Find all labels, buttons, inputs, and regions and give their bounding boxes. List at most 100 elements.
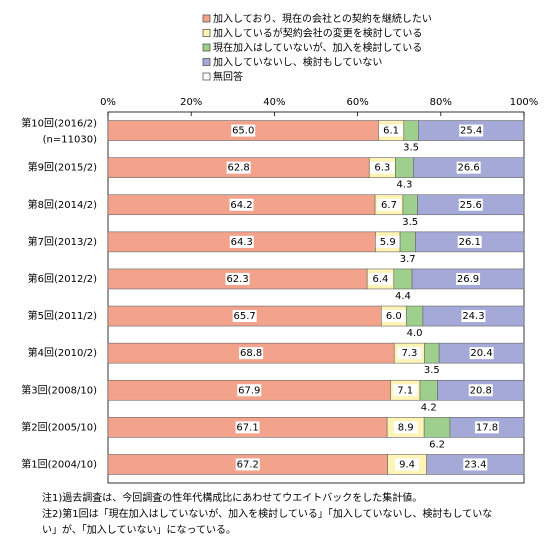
value-label: 9.4 bbox=[399, 459, 415, 470]
value-label: 3.7 bbox=[400, 254, 416, 265]
value-label-bg bbox=[459, 124, 484, 137]
value-label: 62.8 bbox=[227, 163, 249, 174]
x-tick-label: 20% bbox=[180, 97, 202, 108]
value-label-bg bbox=[368, 272, 393, 285]
value-label: 6.0 bbox=[386, 311, 402, 322]
bar-segment bbox=[403, 120, 419, 141]
value-label-bg bbox=[225, 272, 250, 285]
value-label: 26.1 bbox=[459, 237, 481, 248]
bar-segment bbox=[395, 157, 414, 178]
bar-segment bbox=[393, 268, 413, 290]
value-label: 64.3 bbox=[231, 237, 253, 248]
value-label: 8.9 bbox=[398, 422, 414, 433]
value-label-bg bbox=[226, 161, 251, 174]
bar-segment bbox=[423, 417, 451, 438]
value-label: 26.6 bbox=[458, 163, 480, 174]
legend-swatch bbox=[202, 72, 211, 81]
y-tick-label: 第8回(2014/2) bbox=[28, 198, 97, 211]
value-label-bg bbox=[231, 124, 256, 137]
y-tick-label: 第5回(2011/2) bbox=[28, 309, 97, 322]
y-tick-label: 第9回(2015/2) bbox=[28, 161, 97, 174]
y-tick-label: 第10回(2016/2) bbox=[21, 117, 97, 130]
value-label: 7.1 bbox=[397, 385, 413, 396]
value-label: 3.5 bbox=[403, 143, 419, 154]
x-tick-label: 80% bbox=[430, 97, 452, 108]
note: い」が、「加入していない」になっている。 bbox=[42, 523, 236, 536]
y-tick-label: 第7回(2013/2) bbox=[28, 235, 97, 248]
value-label-bg bbox=[468, 384, 493, 397]
value-label: 3.5 bbox=[424, 365, 440, 376]
value-label: 67.2 bbox=[237, 459, 259, 470]
y-tick-label: 第1回(2004/10) bbox=[21, 457, 97, 470]
value-label-bg bbox=[456, 272, 481, 285]
value-label-bg bbox=[458, 198, 483, 211]
x-tick-label: 100% bbox=[510, 97, 539, 108]
value-label: 4.0 bbox=[407, 328, 423, 339]
value-label: 20.8 bbox=[470, 385, 492, 396]
value-label-bg bbox=[463, 458, 488, 471]
value-label: 20.4 bbox=[470, 348, 492, 359]
legend-label: 現在加入はしていないが、加入を検討している bbox=[213, 41, 422, 54]
y-tick-label: 第4回(2010/2) bbox=[28, 346, 97, 359]
value-label-bg bbox=[232, 310, 257, 323]
value-label: 6.2 bbox=[429, 439, 445, 450]
value-label-bg bbox=[375, 235, 400, 248]
value-label-bg bbox=[377, 198, 402, 211]
legend-swatch bbox=[202, 29, 211, 37]
legend-label: 加入していないし、検討もしていない bbox=[213, 56, 382, 69]
value-label: 24.3 bbox=[462, 311, 484, 322]
value-label: 6.1 bbox=[383, 126, 399, 137]
value-label-bg bbox=[393, 421, 418, 434]
value-label: 62.3 bbox=[226, 274, 248, 285]
value-label: 67.1 bbox=[236, 422, 258, 433]
value-label-bg bbox=[237, 384, 262, 397]
value-label-bg bbox=[469, 347, 494, 360]
value-label: 25.6 bbox=[460, 200, 482, 211]
value-label: 68.8 bbox=[240, 348, 262, 359]
value-label: 3.5 bbox=[402, 217, 418, 228]
value-label: 25.4 bbox=[460, 126, 482, 137]
value-label: 4.2 bbox=[421, 402, 437, 413]
value-label-bg bbox=[229, 198, 254, 211]
value-label-bg bbox=[235, 421, 260, 434]
value-label: 64.2 bbox=[230, 200, 252, 211]
note: 注2)第1回は「現在加入はしていないが、加入を検討している」「加入していないし、… bbox=[42, 507, 492, 520]
x-tick-label: 0% bbox=[100, 97, 116, 108]
value-label: 5.9 bbox=[380, 237, 396, 248]
x-tick-label: 60% bbox=[346, 97, 368, 108]
value-label-bg bbox=[395, 458, 420, 471]
value-label-bg bbox=[381, 310, 406, 323]
value-label: 4.4 bbox=[395, 291, 411, 302]
value-label-bg bbox=[393, 384, 418, 397]
value-label: 17.8 bbox=[476, 422, 498, 433]
legend-label: 加入しており、現在の会社との契約を継続したい bbox=[213, 12, 432, 25]
value-label: 65.0 bbox=[232, 126, 254, 137]
bar-segment bbox=[405, 305, 424, 327]
value-label: 65.7 bbox=[234, 311, 256, 322]
value-label: 26.9 bbox=[457, 274, 479, 285]
legend-label: 加入しているが契約会社の変更を検討している bbox=[213, 27, 422, 40]
note: 注1)過去調査は、今回調査の性年代構成比にあわせてウエイトバックをした集計値。 bbox=[42, 491, 422, 504]
value-label-bg bbox=[235, 458, 260, 471]
value-label: 6.3 bbox=[374, 163, 390, 174]
y-tick-label: 第3回(2008/10) bbox=[21, 383, 97, 396]
value-label: 67.9 bbox=[238, 385, 260, 396]
y-tick-sublabel: (n=11030) bbox=[43, 135, 97, 146]
value-label: 6.7 bbox=[381, 200, 397, 211]
value-label-bg bbox=[239, 347, 264, 360]
value-label-bg bbox=[474, 421, 499, 434]
x-tick-label: 40% bbox=[263, 97, 285, 108]
bar-segment bbox=[402, 194, 418, 216]
value-label: 6.4 bbox=[373, 274, 389, 285]
value-label-bg bbox=[370, 161, 395, 174]
bar-segment bbox=[399, 231, 416, 253]
legend-swatch bbox=[202, 43, 211, 52]
value-label-bg bbox=[457, 235, 482, 248]
value-label-bg bbox=[229, 235, 254, 248]
bar-segment bbox=[419, 379, 438, 401]
value-label: 23.4 bbox=[464, 459, 486, 470]
bar-segment bbox=[424, 342, 440, 364]
legend-swatch bbox=[202, 14, 211, 23]
y-tick-label: 第6回(2012/2) bbox=[28, 272, 97, 285]
